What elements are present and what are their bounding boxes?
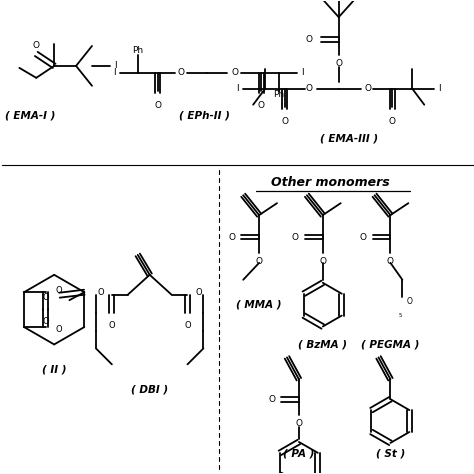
Text: O: O xyxy=(406,297,412,306)
Text: ( EPh-II ): ( EPh-II ) xyxy=(179,110,230,120)
Text: O: O xyxy=(154,100,161,109)
Text: O: O xyxy=(178,68,184,77)
Text: O: O xyxy=(43,293,49,302)
Text: I: I xyxy=(438,84,441,93)
Text: ( EMA-III ): ( EMA-III ) xyxy=(319,134,378,144)
Text: O: O xyxy=(255,257,263,266)
Text: I: I xyxy=(237,84,239,93)
Text: Ph: Ph xyxy=(273,90,284,99)
Text: O: O xyxy=(195,288,202,297)
Text: O: O xyxy=(228,233,235,241)
Text: ( EMA-I ): ( EMA-I ) xyxy=(5,110,55,120)
Text: ( DBI ): ( DBI ) xyxy=(131,384,168,394)
Text: O: O xyxy=(97,288,104,297)
Text: O: O xyxy=(56,325,63,334)
Text: I: I xyxy=(113,68,116,77)
Text: O: O xyxy=(389,117,396,126)
Text: Other monomers: Other monomers xyxy=(272,176,390,189)
Text: O: O xyxy=(360,233,366,241)
Text: Ph: Ph xyxy=(132,46,143,55)
Text: O: O xyxy=(257,100,264,109)
Text: O: O xyxy=(365,84,372,93)
Text: O: O xyxy=(231,68,238,77)
Text: O: O xyxy=(387,257,394,266)
Text: O: O xyxy=(335,59,342,68)
Text: O: O xyxy=(109,320,115,329)
Text: I: I xyxy=(114,62,117,70)
Text: $_5$: $_5$ xyxy=(398,310,403,319)
Text: ( PEGMA ): ( PEGMA ) xyxy=(361,339,419,349)
Text: ( PA ): ( PA ) xyxy=(283,449,315,459)
Text: ( St ): ( St ) xyxy=(376,449,405,459)
Text: O: O xyxy=(319,257,326,266)
Text: O: O xyxy=(56,286,63,295)
Text: O: O xyxy=(306,35,313,44)
Text: ( MMA ): ( MMA ) xyxy=(237,300,282,310)
Text: O: O xyxy=(184,320,191,329)
Text: O: O xyxy=(282,117,289,126)
Text: O: O xyxy=(295,419,302,428)
Text: O: O xyxy=(43,317,49,326)
Text: ( BzMA ): ( BzMA ) xyxy=(298,339,347,349)
Text: O: O xyxy=(268,395,275,404)
Text: O: O xyxy=(292,233,299,241)
Text: ( II ): ( II ) xyxy=(42,365,66,374)
Text: O: O xyxy=(306,84,313,93)
Text: I: I xyxy=(301,68,303,77)
Text: O: O xyxy=(33,42,40,51)
